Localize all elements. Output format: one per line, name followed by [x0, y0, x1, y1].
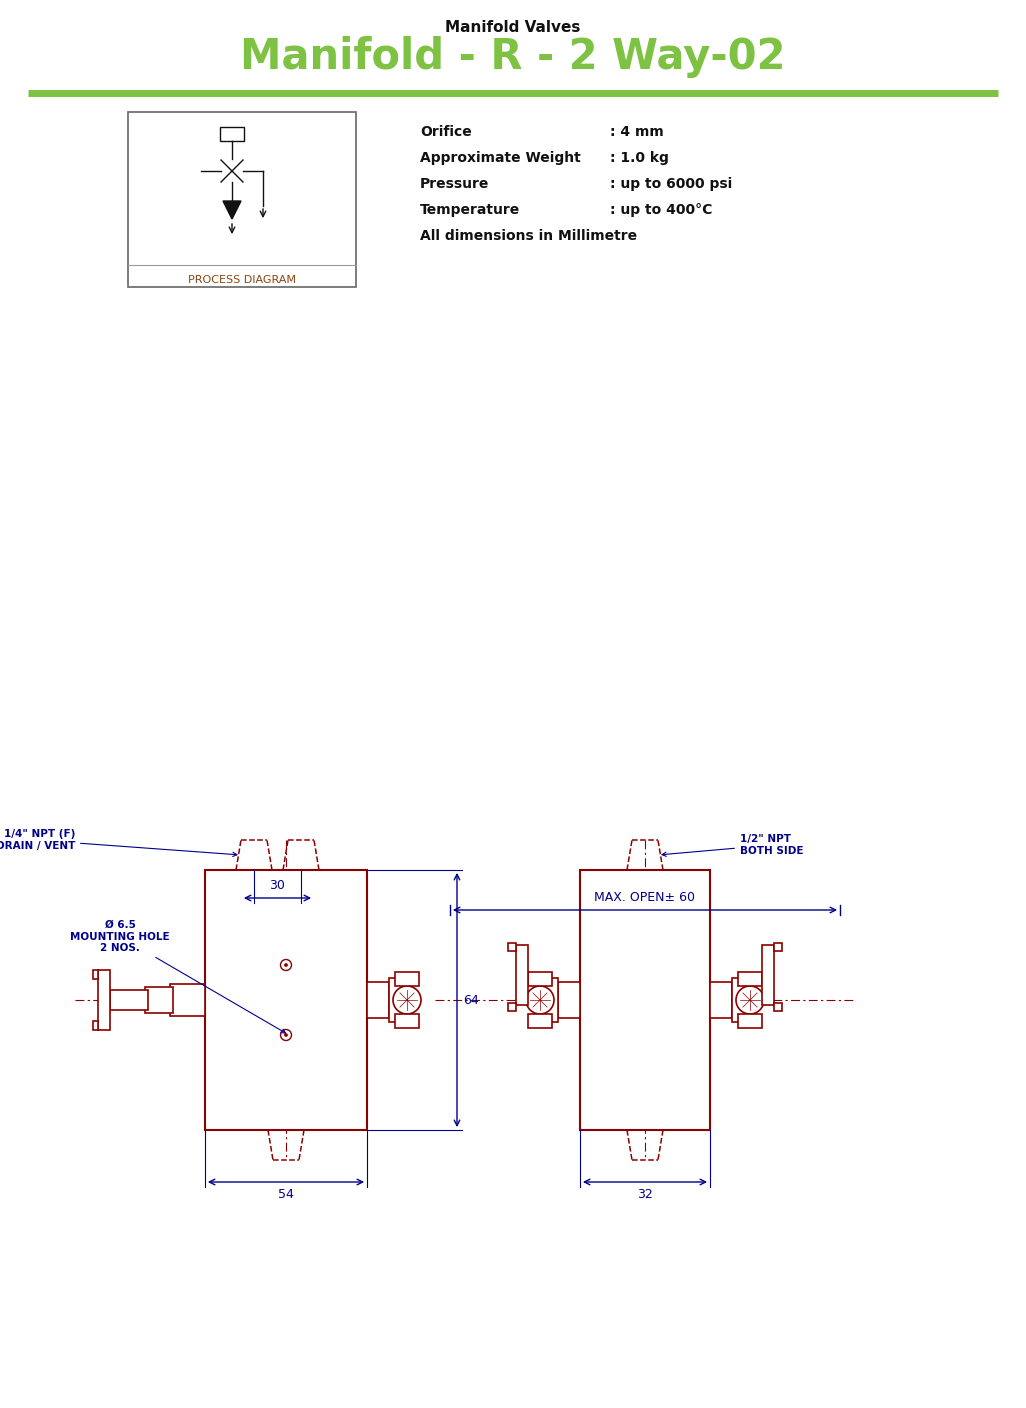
Text: Temperature: Temperature [420, 203, 520, 217]
Bar [145, 987, 173, 1012]
Bar [558, 981, 580, 1018]
Bar [738, 972, 762, 986]
Bar [580, 870, 710, 1131]
Bar [110, 990, 148, 1010]
Text: Ø 6.5
MOUNTING HOLE
2 NOS.: Ø 6.5 MOUNTING HOLE 2 NOS. [70, 919, 285, 1033]
Circle shape [736, 986, 764, 1014]
Bar [528, 972, 552, 986]
Bar [93, 1021, 98, 1031]
Bar [762, 945, 774, 1005]
Bar [98, 970, 110, 1031]
Text: MAX. OPEN± 60: MAX. OPEN± 60 [594, 891, 696, 904]
Circle shape [526, 986, 554, 1014]
Text: Orifice: Orifice [420, 125, 472, 139]
Bar [220, 127, 244, 141]
Text: PROCESS DIAGRAM: PROCESS DIAGRAM [188, 275, 295, 284]
Bar [774, 943, 782, 950]
Bar [508, 943, 516, 950]
Polygon shape [223, 201, 241, 220]
Bar [738, 1014, 762, 1028]
Bar [540, 979, 558, 1022]
Text: : 4 mm: : 4 mm [610, 125, 664, 139]
Text: : 1.0 kg: : 1.0 kg [610, 151, 669, 165]
Text: Manifold Valves: Manifold Valves [445, 20, 581, 35]
Bar [528, 1014, 552, 1028]
Text: Approximate Weight: Approximate Weight [420, 151, 581, 165]
Bar [516, 945, 528, 1005]
Text: 1/4" NPT (F)
DRAIN / VENT: 1/4" NPT (F) DRAIN / VENT [0, 829, 237, 856]
Text: Pressure: Pressure [420, 177, 489, 191]
Bar [395, 972, 419, 986]
Bar [395, 1014, 419, 1028]
Bar [93, 970, 98, 979]
Bar [710, 981, 732, 1018]
Bar [205, 870, 367, 1131]
Text: Manifold - R - 2 Way-02: Manifold - R - 2 Way-02 [240, 37, 786, 77]
Circle shape [284, 1033, 287, 1036]
Text: 1/2" NPT
BOTH SIDE: 1/2" NPT BOTH SIDE [662, 834, 803, 856]
Circle shape [280, 959, 291, 970]
Text: : up to 400°C: : up to 400°C [610, 203, 712, 217]
Bar [128, 113, 356, 287]
Bar [389, 979, 407, 1022]
Circle shape [284, 963, 287, 966]
Text: 30: 30 [270, 879, 285, 893]
Bar [170, 984, 205, 1017]
Circle shape [393, 986, 421, 1014]
Bar [508, 1002, 516, 1011]
Text: 32: 32 [637, 1188, 653, 1201]
Bar [774, 1002, 782, 1011]
Circle shape [280, 1029, 291, 1041]
Text: 64: 64 [463, 994, 479, 1007]
Bar [367, 981, 389, 1018]
Text: All dimensions in Millimetre: All dimensions in Millimetre [420, 230, 637, 244]
Bar [732, 979, 750, 1022]
Text: 54: 54 [278, 1188, 293, 1201]
Text: : up to 6000 psi: : up to 6000 psi [610, 177, 733, 191]
